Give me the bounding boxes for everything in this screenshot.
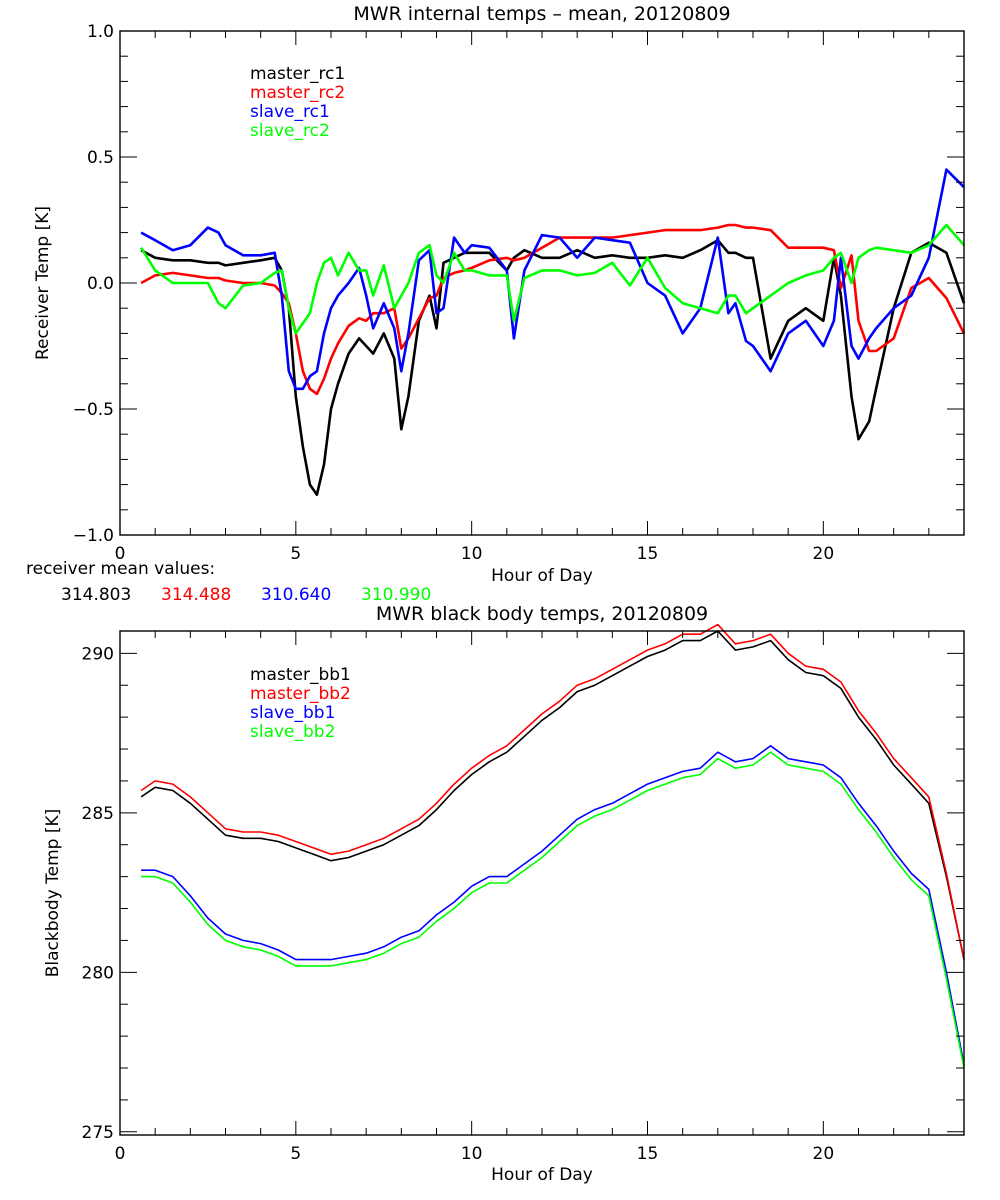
chart-title: MWR black body temps, 20120809 xyxy=(376,603,708,625)
mean-value: 310.640 xyxy=(261,585,331,605)
series-line-slave_bb1 xyxy=(141,744,965,1065)
mean-value: 314.488 xyxy=(161,585,231,605)
plot-frame xyxy=(119,630,965,1136)
x-tick-label: 0 xyxy=(115,1144,126,1164)
blackbody-temps-chart: MWR black body temps, 20120809 0 5 10 15 20 … xyxy=(43,603,965,1185)
x-tick-label: 10 xyxy=(461,1144,483,1164)
legend-item-slave_bb2: slave_bb2 xyxy=(250,722,335,742)
x-tick-label: 10 xyxy=(461,544,483,564)
y-tick-label: 1.0 xyxy=(87,22,114,42)
axis-ticks xyxy=(119,30,965,536)
x-tick-label: 15 xyxy=(637,544,659,564)
x-tick-label: 20 xyxy=(813,544,835,564)
x-tick-label: 5 xyxy=(290,1144,301,1164)
series-line-master_rc2 xyxy=(140,223,966,396)
series-line-master_bb1 xyxy=(140,630,965,960)
y-tick-label: 0.0 xyxy=(87,274,114,294)
series-line-slave_rc1 xyxy=(140,168,965,391)
legend-item-master_bb2: master_bb2 xyxy=(250,684,351,704)
y-tick-label: −0.5 xyxy=(73,400,114,420)
x-tick-labels: 0 5 10 15 20 xyxy=(115,544,835,564)
y-axis-label: Receiver Temp [K] xyxy=(33,206,53,360)
legend-item-slave_rc2: slave_rc2 xyxy=(250,121,330,141)
y-tick-label: 275 xyxy=(82,1123,114,1143)
x-tick-label: 0 xyxy=(115,544,126,564)
plot-lines xyxy=(140,623,965,1069)
y-tick-label: 0.5 xyxy=(87,148,114,168)
series-line-master_bb2 xyxy=(140,623,965,960)
y-axis-label: Blackbody Temp [K] xyxy=(43,809,63,978)
mean-values: 314.803 314.488 310.640 310.990 xyxy=(61,585,431,605)
x-axis-label: Hour of Day xyxy=(491,566,593,586)
series-line-slave_rc2 xyxy=(139,223,965,335)
mean-value: 310.990 xyxy=(361,585,431,605)
receiver-temps-chart: MWR internal temps – mean, 20120809 0 5 10… xyxy=(26,3,966,605)
mean-value: 314.803 xyxy=(61,585,131,605)
legend-item-master_rc1: master_rc1 xyxy=(250,64,345,84)
series-line-master_rc1 xyxy=(140,238,966,497)
legend-item-master_bb1: master_bb1 xyxy=(250,665,351,685)
y-tick-labels: 290 285 280 275 xyxy=(82,644,114,1142)
x-tick-label: 5 xyxy=(290,544,301,564)
x-tick-label: 15 xyxy=(637,1144,659,1164)
y-tick-label: −1.0 xyxy=(73,526,114,546)
y-tick-label: 285 xyxy=(82,804,114,824)
y-tick-label: 290 xyxy=(82,644,114,664)
chart-title: MWR internal temps – mean, 20120809 xyxy=(353,3,730,25)
y-tick-labels: 1.0 0.5 0.0 −0.5 −1.0 xyxy=(73,22,114,546)
x-axis-label: Hour of Day xyxy=(491,1165,593,1185)
x-tick-labels: 0 5 10 15 20 xyxy=(115,1144,835,1164)
legend-item-slave_rc1: slave_rc1 xyxy=(250,102,330,122)
mean-values-label: receiver mean values: xyxy=(26,559,215,579)
series-line-slave_bb2 xyxy=(141,751,965,1069)
legend-item-master_rc2: master_rc2 xyxy=(250,83,345,103)
axis-ticks xyxy=(119,631,965,1135)
y-tick-label: 280 xyxy=(82,963,114,983)
x-tick-label: 20 xyxy=(813,1144,835,1164)
legend-item-slave_bb1: slave_bb1 xyxy=(250,703,335,723)
plot-lines xyxy=(139,168,966,497)
